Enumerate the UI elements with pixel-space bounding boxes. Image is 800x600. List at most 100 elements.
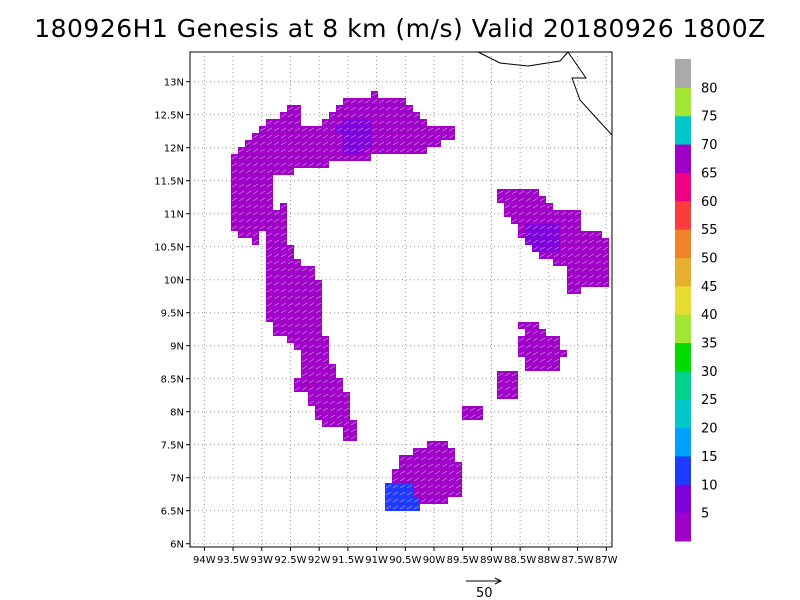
wind-barb (245, 155, 252, 160)
wind-barb (518, 211, 525, 216)
wind-barb (273, 225, 280, 230)
wind-barb (322, 120, 329, 125)
wind-barb (448, 463, 455, 468)
wind-barb (315, 162, 322, 167)
wind-barb (315, 407, 322, 412)
wind-barb (238, 218, 245, 223)
wind-barb (322, 141, 329, 146)
y-tick-label: 9N (170, 342, 184, 353)
wind-barb (343, 421, 350, 426)
wind-barb (427, 484, 434, 489)
wind-barb (595, 267, 602, 272)
wind-barb (532, 197, 539, 202)
wind-barb (574, 260, 581, 265)
wind-barb (518, 351, 525, 356)
wind-barb (315, 148, 322, 153)
wind-barb (259, 197, 266, 202)
wind-barb (350, 113, 357, 118)
wind-barb (280, 274, 287, 279)
wind-barb (392, 491, 399, 496)
wind-barb (252, 183, 259, 188)
wind-barb (336, 379, 343, 384)
wind-barb (399, 99, 406, 104)
wind-barb (511, 197, 518, 202)
wind-barb (252, 225, 259, 230)
wind-barb (469, 414, 476, 419)
wind-barb (315, 400, 322, 405)
wind-barb (434, 484, 441, 489)
wind-barb (539, 344, 546, 349)
wind-barb (371, 120, 378, 125)
wind-barb (406, 470, 413, 475)
wind-barb (266, 155, 273, 160)
wind-barb (231, 169, 238, 174)
wind-barb (385, 134, 392, 139)
wind-barb (350, 120, 357, 125)
wind-barb (294, 134, 301, 139)
wind-barb (546, 337, 553, 342)
colorbar-segment (675, 115, 691, 145)
wind-barb (518, 337, 525, 342)
wind-barb (238, 176, 245, 181)
wind-barb (329, 120, 336, 125)
wind-barb (308, 309, 315, 314)
wind-barb (532, 337, 539, 342)
wind-barb (308, 393, 315, 398)
wind-barb (273, 288, 280, 293)
colorbar-segment (675, 484, 691, 514)
wind-barb (350, 435, 357, 440)
wind-barb (385, 498, 392, 503)
colorbar-label: 45 (701, 280, 718, 295)
wind-barb (574, 211, 581, 216)
wind-barb (406, 127, 413, 132)
wind-barb (532, 190, 539, 195)
wind-barb (511, 393, 518, 398)
colorbar-label: 40 (701, 308, 718, 323)
wind-barb (413, 477, 420, 482)
wind-barb (434, 463, 441, 468)
wind-barb (252, 162, 259, 167)
wind-barb (392, 470, 399, 475)
wind-barb (273, 330, 280, 335)
wind-barb (546, 365, 553, 370)
wind-barb (322, 344, 329, 349)
wind-barb (259, 211, 266, 216)
wind-barb (280, 225, 287, 230)
y-axis-ticks: 6N 6.5N 7N 7.5N 8N 8.5N 9N 9.5N 10N 10.5N 11N 11.5N… (154, 78, 190, 551)
wind-barb (301, 372, 308, 377)
wind-barb (406, 505, 413, 510)
wind-barb (413, 141, 420, 146)
wind-barb (308, 281, 315, 286)
wind-barb (553, 260, 560, 265)
colorbar-label: 70 (701, 138, 718, 153)
wind-barb (539, 197, 546, 202)
wind-barb (252, 239, 259, 244)
wind-barb (252, 190, 259, 195)
wind-barb (322, 365, 329, 370)
wind-barb (336, 421, 343, 426)
wind-barb (560, 260, 567, 265)
wind-barb (308, 155, 315, 160)
wind-barb (266, 141, 273, 146)
wind-barb (287, 302, 294, 307)
wind-barb (560, 211, 567, 216)
wind-barb (336, 141, 343, 146)
wind-barb (329, 134, 336, 139)
wind-barb (567, 239, 574, 244)
wind-barb (525, 197, 532, 202)
wind-barb (602, 281, 609, 286)
wind-barb (315, 351, 322, 356)
wind-barb (301, 302, 308, 307)
wind-barb (231, 225, 238, 230)
wind-barb (336, 113, 343, 118)
wind-barb (315, 316, 322, 321)
wind-barb (448, 477, 455, 482)
wind-barb (595, 239, 602, 244)
wind-barb (238, 204, 245, 209)
wind-barb (273, 253, 280, 258)
colorbar-label: 5 (701, 507, 709, 522)
wind-barb (406, 106, 413, 111)
wind-barb (343, 400, 350, 405)
wind-barb (385, 127, 392, 132)
wind-barb (294, 106, 301, 111)
